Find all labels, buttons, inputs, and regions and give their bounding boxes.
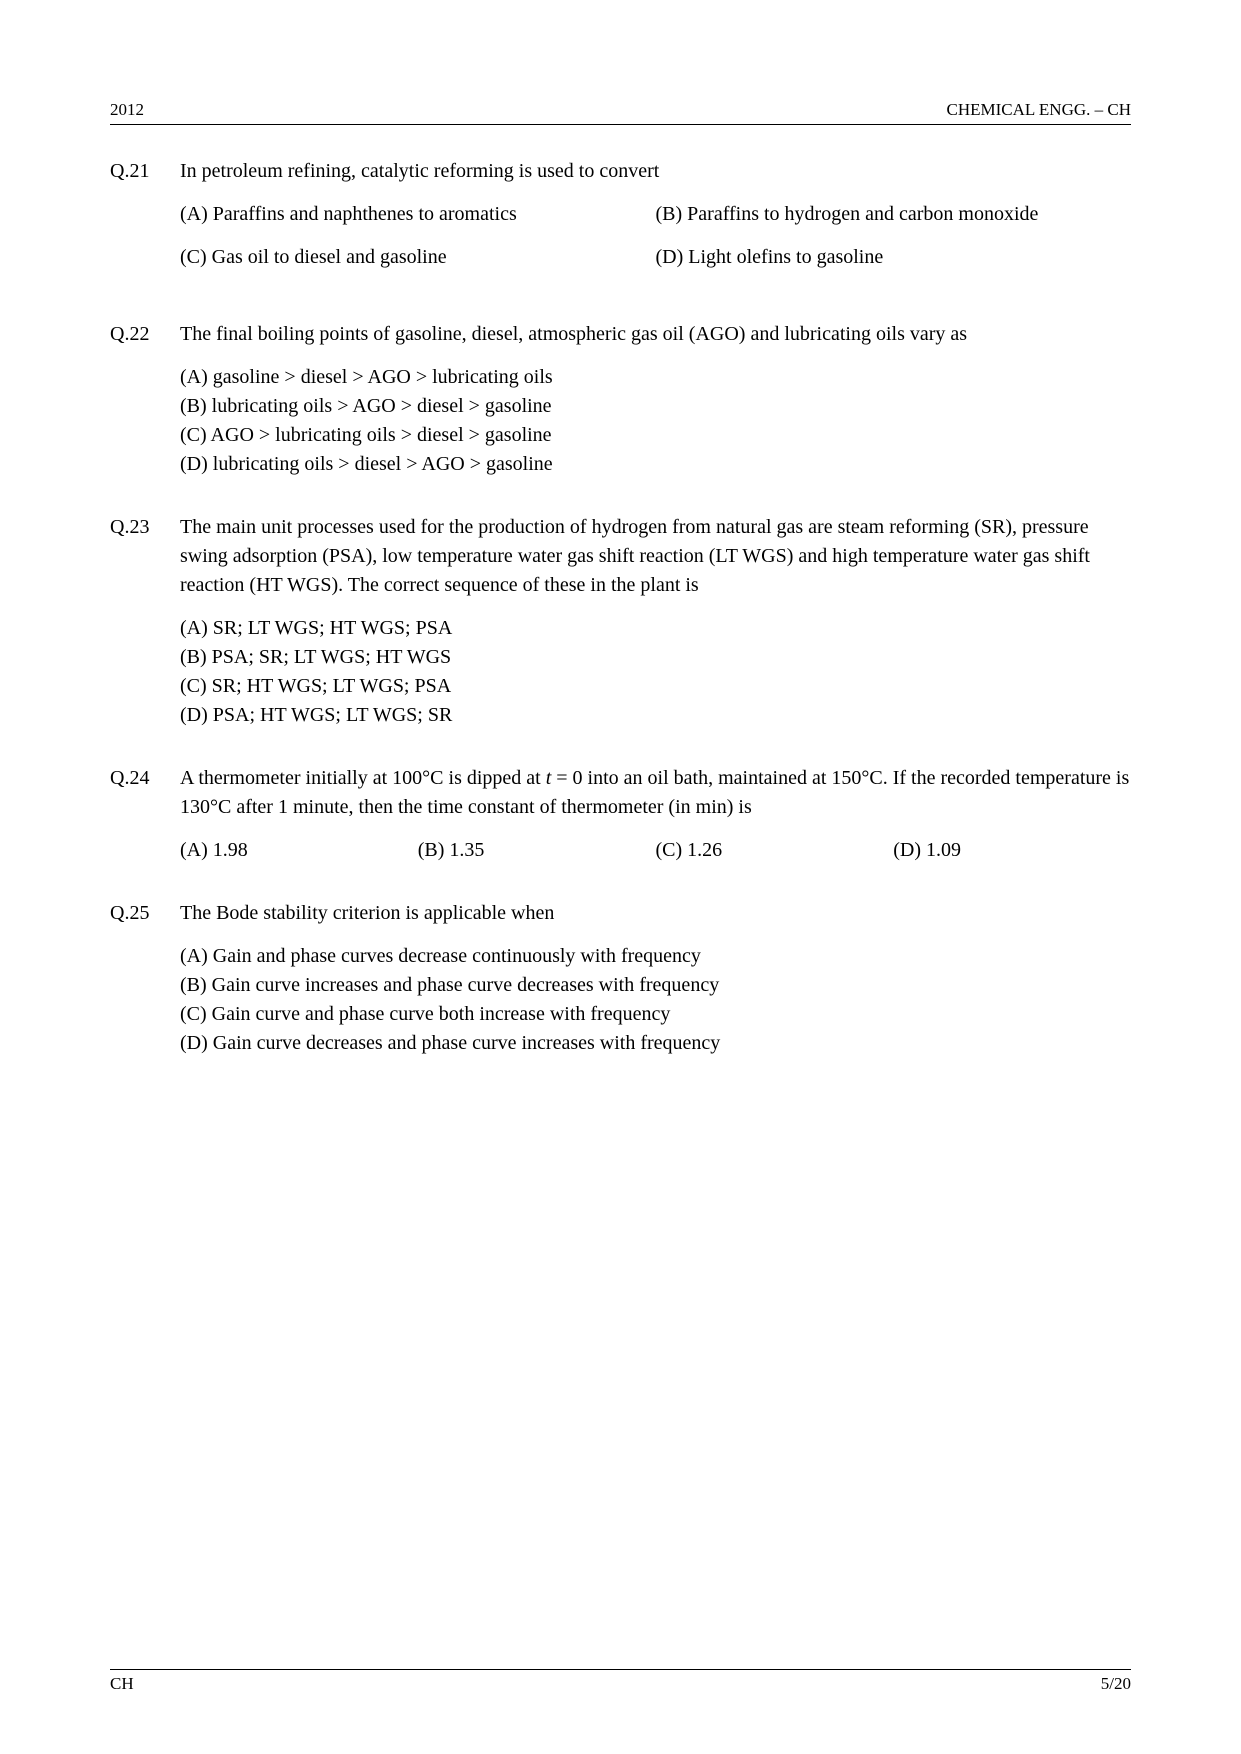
question-23: Q.23 The main unit processes used for th…: [110, 513, 1131, 730]
option-a: (A) SR; LT WGS; HT WGS; PSA: [180, 614, 1131, 643]
question-stem: In petroleum refining, catalytic reformi…: [180, 157, 1131, 186]
option-a: (A) 1.98: [180, 836, 418, 865]
option-c: (C) 1.26: [656, 836, 894, 865]
question-number: Q.23: [110, 513, 180, 542]
question-25: Q.25 The Bode stability criterion is app…: [110, 899, 1131, 1058]
stem-pre: A thermometer initially at 100°C is dipp…: [180, 767, 546, 789]
option-c: (C) Gas oil to diesel and gasoline: [180, 243, 656, 272]
option-b: (B) PSA; SR; LT WGS; HT WGS: [180, 643, 1131, 672]
question-24: Q.24 A thermometer initially at 100°C is…: [110, 764, 1131, 865]
question-number: Q.21: [110, 157, 180, 186]
question-number: Q.22: [110, 320, 180, 349]
option-a: (A) Paraffins and naphthenes to aromatic…: [180, 200, 656, 229]
option-c: (C) SR; HT WGS; LT WGS; PSA: [180, 672, 1131, 701]
option-b: (B) 1.35: [418, 836, 656, 865]
page-header: 2012 CHEMICAL ENGG. – CH: [110, 100, 1131, 125]
option-a: (A) gasoline > diesel > AGO > lubricatin…: [180, 363, 1131, 392]
option-d: (D) 1.09: [893, 836, 1131, 865]
header-year: 2012: [110, 100, 144, 120]
question-21: Q.21 In petroleum refining, catalytic re…: [110, 157, 1131, 286]
option-d: (D) PSA; HT WGS; LT WGS; SR: [180, 701, 1131, 730]
header-subject: CHEMICAL ENGG. – CH: [947, 100, 1131, 120]
option-c: (C) Gain curve and phase curve both incr…: [180, 1000, 1131, 1029]
question-stem: The main unit processes used for the pro…: [180, 513, 1131, 600]
question-stem: The final boiling points of gasoline, di…: [180, 320, 1131, 349]
footer-right: 5/20: [1101, 1674, 1131, 1694]
option-d: (D) lubricating oils > diesel > AGO > ga…: [180, 450, 1131, 479]
option-d: (D) Light olefins to gasoline: [656, 243, 1132, 272]
page-footer: CH 5/20: [110, 1669, 1131, 1694]
option-b: (B) Gain curve increases and phase curve…: [180, 971, 1131, 1000]
question-22: Q.22 The final boiling points of gasolin…: [110, 320, 1131, 479]
question-stem: A thermometer initially at 100°C is dipp…: [180, 764, 1131, 822]
option-d: (D) Gain curve decreases and phase curve…: [180, 1029, 1131, 1058]
option-b: (B) Paraffins to hydrogen and carbon mon…: [656, 200, 1132, 229]
question-number: Q.25: [110, 899, 180, 928]
option-c: (C) AGO > lubricating oils > diesel > ga…: [180, 421, 1131, 450]
question-stem: The Bode stability criterion is applicab…: [180, 899, 1131, 928]
footer-left: CH: [110, 1674, 134, 1694]
option-b: (B) lubricating oils > AGO > diesel > ga…: [180, 392, 1131, 421]
question-number: Q.24: [110, 764, 180, 793]
option-a: (A) Gain and phase curves decrease conti…: [180, 942, 1131, 971]
